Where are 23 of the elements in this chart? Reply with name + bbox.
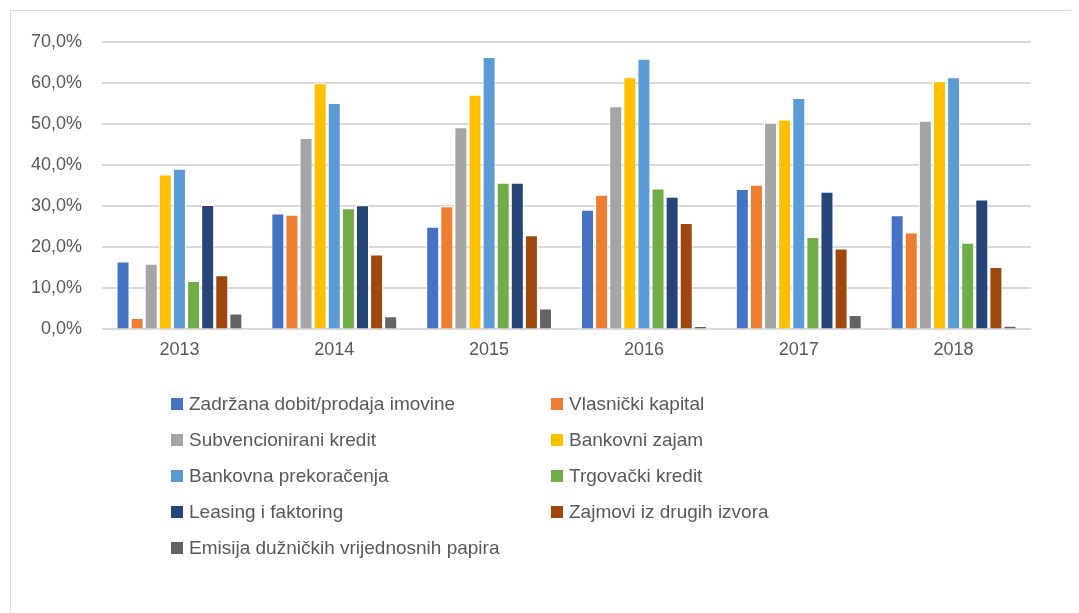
y-tick-label: 60,0% xyxy=(30,71,83,92)
x-tick-label: 2016 xyxy=(623,339,664,360)
y-tick-label: 70,0% xyxy=(30,30,83,51)
legend-label: Trgovački kredit xyxy=(569,465,703,487)
x-tick-label: 2017 xyxy=(778,339,819,360)
legend-label: Zadržana dobit/prodaja imovine xyxy=(189,393,456,415)
legend-label: Bankovna prekoračenja xyxy=(189,465,389,487)
legend-label: Subvencionirani kredit xyxy=(189,429,376,451)
legend-label: Zajmovi iz drugih izvora xyxy=(569,501,769,523)
legend-label: Bankovni zajam xyxy=(569,429,704,451)
y-tick-label: 0,0% xyxy=(41,318,83,339)
y-tick-label: 30,0% xyxy=(30,195,83,216)
y-tick-label: 10,0% xyxy=(30,277,83,298)
legend-label: Emisija dužničkih vrijednosnih papira xyxy=(189,537,500,559)
y-tick-label: 20,0% xyxy=(30,236,83,257)
x-tick-label: 2014 xyxy=(314,339,355,360)
x-tick-label: 2013 xyxy=(159,339,200,360)
legend-label: Leasing i faktoring xyxy=(189,501,344,523)
x-tick-label: 2018 xyxy=(933,339,974,360)
y-tick-label: 40,0% xyxy=(30,154,83,175)
y-tick-label: 50,0% xyxy=(30,112,83,133)
x-tick-label: 2015 xyxy=(469,339,510,360)
legend-label: Vlasnički kapital xyxy=(569,393,705,415)
